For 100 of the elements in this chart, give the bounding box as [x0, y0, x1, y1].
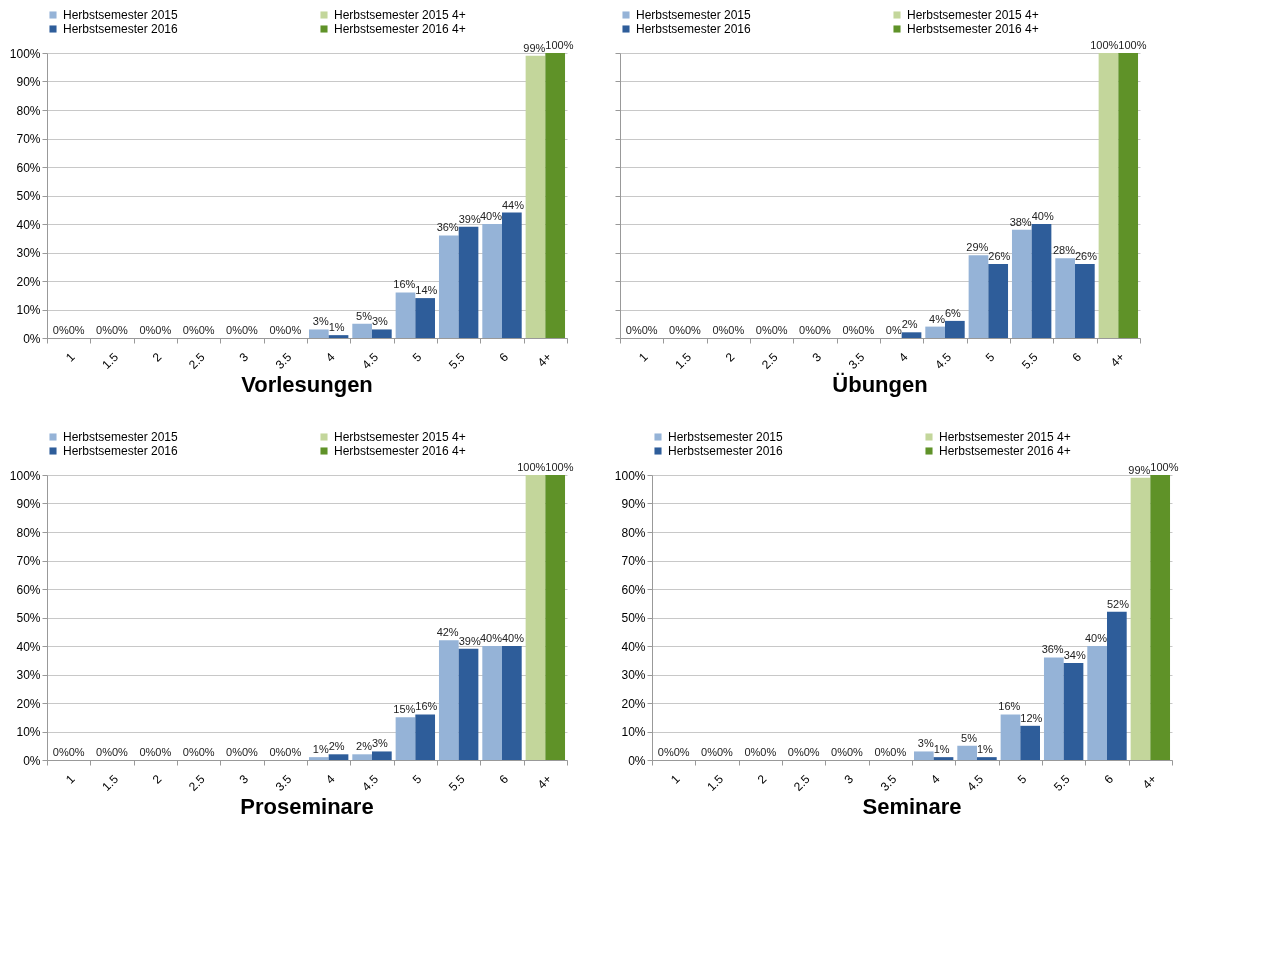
data-label: 0%: [226, 746, 243, 758]
bar: [395, 717, 416, 760]
y-tick-label: 70%: [621, 554, 646, 568]
x-tick-label: 3.5: [845, 349, 868, 372]
data-label: 0%: [842, 324, 859, 336]
bar: [988, 263, 1009, 338]
data-label: 38%: [1009, 215, 1032, 228]
data-label: 39%: [458, 212, 481, 225]
data-label: 0%: [641, 324, 658, 336]
y-tick-label: 40%: [16, 639, 41, 654]
data-label: 0%: [112, 746, 129, 758]
x-tick-label: 2: [149, 349, 165, 365]
bar: [1150, 475, 1171, 760]
x-tick-label: 2.5: [185, 349, 208, 372]
data-label: 0%: [760, 746, 777, 758]
text: Vorlesungen: [241, 371, 373, 397]
data-label: 0%: [669, 324, 686, 336]
y-tick-label: 60%: [16, 160, 41, 175]
x-tick-label: 2: [149, 771, 165, 787]
data-label: 39%: [458, 634, 481, 647]
data-label: 3%: [372, 737, 389, 750]
legend-label: Herbstsemester 2015: [63, 8, 179, 22]
data-label: 26%: [1075, 249, 1098, 262]
bar: [1075, 263, 1095, 338]
data-label: 0%: [744, 746, 761, 758]
data-label: 0%: [858, 324, 875, 336]
y-tick-label: 100%: [614, 468, 646, 483]
y-tick-label: 0%: [23, 331, 41, 346]
data-label: 100%: [1090, 39, 1119, 51]
data-label: 42%: [436, 626, 459, 639]
y-tick-label: 10%: [16, 725, 41, 739]
y-tick-label: 100%: [9, 468, 41, 483]
bar: [308, 329, 329, 338]
x-tick-label: 3: [841, 771, 857, 787]
x-tick-label: 4.5: [932, 349, 955, 372]
data-label: 5%: [961, 731, 978, 744]
data-label: 0%: [242, 746, 259, 758]
data-label: 26%: [988, 249, 1011, 262]
x-tick-label: 5: [1014, 771, 1030, 787]
data-label: 0%: [285, 746, 302, 758]
data-label: 0%: [68, 324, 85, 336]
data-label: 40%: [502, 632, 525, 644]
x-tick-label: 3: [809, 349, 825, 365]
data-label: 29%: [966, 241, 989, 254]
legend-label: Herbstsemester 2015 4+: [939, 430, 1071, 444]
x-tick-label: 6: [1069, 349, 1085, 365]
data-label: 44%: [502, 198, 525, 211]
y-tick-label: 0%: [628, 753, 646, 768]
y-tick-label: 10%: [16, 303, 41, 317]
y-tick-label: 60%: [16, 582, 41, 597]
data-label: 0%: [874, 746, 891, 758]
bar: [482, 646, 502, 760]
data-label: 0%: [139, 324, 156, 336]
x-tick-label: 2.5: [790, 771, 813, 794]
bar: [1011, 229, 1032, 338]
bar: [1043, 657, 1064, 760]
y-tick-label: 40%: [16, 217, 41, 232]
data-label: 0%: [771, 324, 788, 336]
bar: [372, 751, 392, 760]
data-label: 0%: [799, 324, 816, 336]
data-label: 0%: [269, 324, 286, 336]
data-label: 0%: [52, 746, 69, 758]
y-tick-label: 20%: [16, 274, 41, 289]
x-tick-label: 5: [409, 771, 425, 787]
x-tick-label: 5.5: [1050, 771, 1073, 794]
data-label: 1%: [328, 321, 345, 334]
bar: [925, 326, 945, 338]
data-label: 52%: [1107, 597, 1130, 610]
bar: [415, 714, 436, 760]
data-label: 0%: [787, 746, 804, 758]
y-tick-label: 20%: [621, 696, 646, 711]
data-label: 0%: [269, 746, 286, 758]
bar: [525, 475, 546, 760]
legend-label: Herbstsemester 2016 4+: [907, 22, 1039, 36]
data-label: 0%: [717, 746, 734, 758]
x-tick-label: 5.5: [445, 771, 468, 794]
data-label: 0%: [803, 746, 820, 758]
x-tick-label: 4+: [534, 350, 555, 370]
data-label: 100%: [545, 461, 574, 473]
legend-label: Herbstsemester 2015 4+: [907, 8, 1039, 22]
x-tick-label: 1.5: [704, 771, 727, 794]
bar: [1063, 663, 1084, 760]
bar: [933, 757, 954, 760]
x-tick-label: 3: [236, 349, 252, 365]
bar: [1118, 53, 1139, 338]
y-tick-label: 20%: [16, 696, 41, 711]
text: Seminare: [862, 793, 962, 819]
data-label: 4%: [929, 312, 946, 325]
y-tick-label: 30%: [16, 668, 41, 682]
bar: [458, 226, 479, 338]
bar: [502, 646, 522, 760]
data-label: 14%: [415, 284, 438, 297]
data-label: 36%: [436, 221, 459, 234]
data-label: 0%: [815, 324, 832, 336]
data-label: 40%: [1084, 632, 1108, 644]
y-tick-label: 30%: [16, 246, 41, 260]
bar: [328, 754, 349, 760]
legend-label: Herbstsemester 2016 4+: [939, 444, 1071, 458]
bar: [977, 757, 997, 760]
text: Proseminare: [240, 793, 374, 819]
